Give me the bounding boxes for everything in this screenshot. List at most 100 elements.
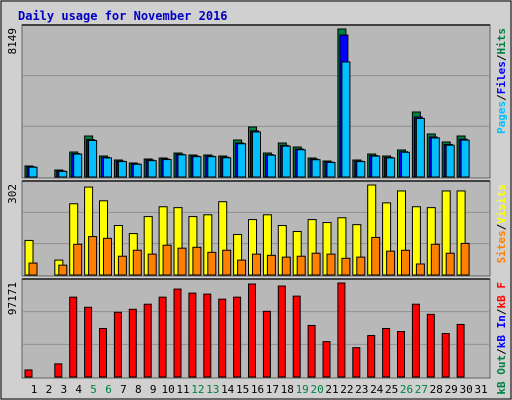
bar: [356, 161, 366, 178]
bar: [188, 292, 197, 378]
bar: [356, 256, 366, 276]
x-tick-label: 7: [120, 383, 127, 396]
y-max-label: 302: [6, 184, 19, 204]
bar: [367, 335, 376, 378]
bar: [233, 296, 242, 378]
bar: [147, 253, 157, 276]
bar: [73, 243, 83, 276]
x-tick-label: 1: [31, 383, 38, 396]
bar: [28, 262, 38, 276]
bar: [415, 118, 425, 178]
legend-entry: kB F: [495, 282, 508, 309]
bar: [207, 251, 217, 276]
bar: [237, 143, 247, 178]
bar: [58, 170, 68, 178]
x-tick-label: 17: [266, 383, 279, 396]
bar: [58, 264, 68, 276]
bar: [117, 161, 127, 178]
bar: [266, 254, 276, 276]
x-tick-label: 11: [176, 383, 189, 396]
legend-entry: kB Out: [495, 355, 508, 395]
x-tick-label: 23: [355, 383, 368, 396]
bar: [69, 296, 78, 378]
x-tick-label: 2: [46, 383, 53, 396]
bar: [456, 323, 465, 378]
bar: [441, 333, 450, 378]
legend-entry: Hits: [495, 28, 508, 55]
x-tick-label: 24: [370, 383, 384, 396]
bar: [252, 131, 261, 178]
x-tick-label: 10: [161, 383, 174, 396]
legend-entry: kB In: [495, 315, 508, 348]
bar: [430, 243, 440, 276]
bar: [281, 256, 291, 276]
legend-separator: /: [495, 54, 508, 61]
bar: [24, 369, 33, 378]
legend: Pages/Files/Hits: [495, 28, 508, 134]
x-tick-label: 19: [296, 383, 309, 396]
bar: [162, 159, 172, 178]
bar: [177, 154, 187, 178]
bar: [132, 249, 142, 276]
bar: [460, 242, 470, 276]
bar: [177, 247, 187, 276]
x-tick-label: 8: [135, 383, 142, 396]
bar: [128, 308, 137, 378]
bar: [415, 263, 425, 276]
bar: [326, 161, 336, 178]
x-tick-label: 18: [281, 383, 294, 396]
bar: [88, 236, 98, 276]
bar: [341, 257, 351, 276]
bar: [222, 249, 232, 276]
bar: [203, 293, 212, 378]
bar: [252, 253, 261, 276]
legend-entry: Pages: [495, 101, 508, 134]
bar: [113, 311, 122, 378]
legend-entry: Visits: [495, 184, 508, 224]
bar: [266, 154, 276, 178]
x-tick-label: 28: [430, 383, 443, 396]
bar: [292, 295, 301, 378]
bar: [281, 145, 291, 178]
bar: [88, 139, 98, 178]
bar: [337, 282, 346, 378]
y-max-label: 8149: [6, 28, 19, 55]
legend-separator: /: [495, 223, 508, 230]
bar: [386, 250, 396, 276]
x-tick-label: 25: [385, 383, 398, 396]
bar: [218, 298, 227, 378]
bar: [311, 252, 321, 276]
bar: [103, 157, 112, 178]
x-tick-label: 5: [90, 383, 97, 396]
x-tick-label: 31: [474, 383, 487, 396]
bar: [28, 166, 38, 178]
bar: [192, 246, 202, 276]
x-tick-label: 20: [310, 383, 323, 396]
bar: [411, 303, 420, 378]
x-tick-label: 14: [221, 383, 235, 396]
bar: [117, 255, 127, 276]
bar: [54, 363, 63, 378]
bar: [262, 310, 271, 378]
bar: [99, 327, 107, 378]
bar: [382, 327, 391, 378]
bar: [322, 341, 331, 378]
legend-separator: /: [495, 348, 508, 355]
bar: [192, 156, 202, 178]
bar: [386, 157, 396, 178]
bar: [277, 285, 286, 378]
bar: [237, 259, 247, 276]
bar: [426, 313, 435, 378]
bar: [162, 244, 172, 276]
bar: [84, 306, 93, 378]
bar: [158, 296, 167, 378]
bar: [222, 157, 232, 178]
bar: [147, 160, 157, 178]
bar: [248, 283, 256, 378]
bar: [371, 155, 381, 178]
x-tick-label: 13: [206, 383, 219, 396]
legend: kB Out/kB In/kB F: [495, 282, 508, 395]
x-tick-label: 26: [400, 383, 413, 396]
bar: [397, 331, 405, 378]
